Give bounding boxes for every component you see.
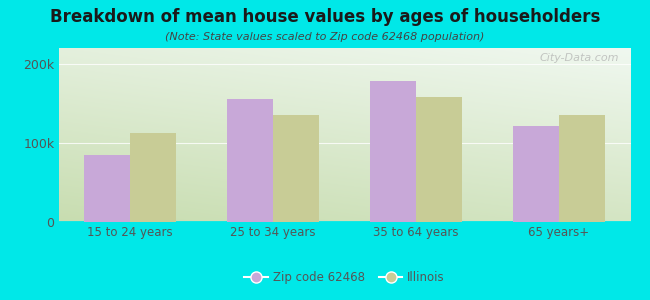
Bar: [416, 97, 462, 222]
Bar: [370, 81, 416, 222]
Bar: [130, 134, 176, 222]
Bar: [559, 115, 604, 222]
Text: (Note: State values scaled to Zip code 62468 population): (Note: State values scaled to Zip code 6…: [165, 32, 485, 41]
Bar: [84, 155, 130, 222]
Bar: [227, 99, 273, 222]
Legend: Zip code 62468, Illinois: Zip code 62468, Illinois: [240, 267, 449, 289]
Bar: [514, 125, 559, 222]
Bar: [273, 115, 318, 222]
Text: City-Data.com: City-Data.com: [540, 53, 619, 63]
Text: Breakdown of mean house values by ages of householders: Breakdown of mean house values by ages o…: [50, 8, 600, 26]
